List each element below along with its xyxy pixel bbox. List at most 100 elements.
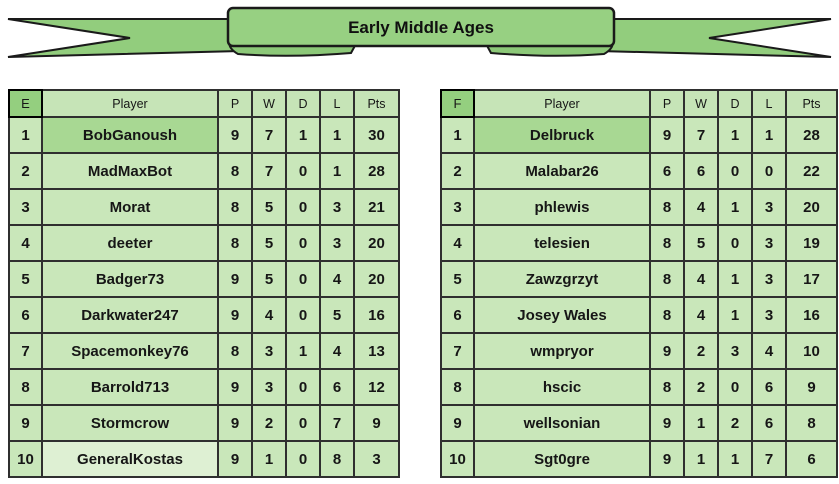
losses-cell: 4 [751, 332, 787, 370]
ribbon-center-panel [226, 6, 616, 48]
draws-cell: 1 [717, 440, 753, 478]
losses-cell: 0 [751, 152, 787, 190]
col-header-points: Pts [785, 89, 838, 118]
table-row: 7 Spacemonkey76 8 3 1 4 13 [8, 332, 400, 370]
points-cell: 10 [785, 332, 838, 370]
rank-cell: 6 [8, 296, 43, 334]
losses-cell: 6 [751, 404, 787, 442]
played-cell: 8 [649, 188, 685, 226]
losses-cell: 6 [751, 368, 787, 406]
table-row: 4 deeter 8 5 0 3 20 [8, 224, 400, 262]
draws-cell: 0 [285, 152, 321, 190]
col-header-draws: D [717, 89, 753, 118]
draws-cell: 0 [717, 152, 753, 190]
rank-cell: 3 [8, 188, 43, 226]
losses-cell: 3 [751, 224, 787, 262]
player-cell: phlewis [473, 188, 651, 226]
played-cell: 8 [649, 368, 685, 406]
group-label-f: F [440, 89, 475, 118]
player-cell: Barrold713 [41, 368, 219, 406]
played-cell: 6 [649, 152, 685, 190]
wins-cell: 2 [683, 332, 719, 370]
col-header-player: Player [473, 89, 651, 118]
draws-cell: 0 [285, 260, 321, 298]
losses-cell: 3 [751, 260, 787, 298]
played-cell: 9 [217, 260, 253, 298]
table-row: 2 MadMaxBot 8 7 0 1 28 [8, 152, 400, 190]
table-row: 6 Darkwater247 9 4 0 5 16 [8, 296, 400, 334]
points-cell: 8 [785, 404, 838, 442]
rank-cell: 7 [440, 332, 475, 370]
player-cell: deeter [41, 224, 219, 262]
points-cell: 12 [353, 368, 400, 406]
rank-cell: 10 [8, 440, 43, 478]
losses-cell: 8 [319, 440, 355, 478]
played-cell: 8 [217, 152, 253, 190]
played-cell: 8 [217, 188, 253, 226]
player-cell: Delbruck [473, 116, 651, 154]
draws-cell: 1 [717, 260, 753, 298]
table-row: 9 Stormcrow 9 2 0 7 9 [8, 404, 400, 442]
draws-cell: 1 [717, 188, 753, 226]
points-cell: 9 [353, 404, 400, 442]
table-row: 5 Badger73 9 5 0 4 20 [8, 260, 400, 298]
wins-cell: 4 [683, 188, 719, 226]
col-header-points: Pts [353, 89, 400, 118]
col-header-losses: L [319, 89, 355, 118]
rank-cell: 2 [8, 152, 43, 190]
rank-cell: 9 [440, 404, 475, 442]
played-cell: 9 [217, 440, 253, 478]
player-cell: Stormcrow [41, 404, 219, 442]
table-row: 8 Barrold713 9 3 0 6 12 [8, 368, 400, 406]
player-cell: Sgt0gre [473, 440, 651, 478]
table-row: 4 telesien 8 5 0 3 19 [440, 224, 838, 262]
wins-cell: 1 [251, 440, 287, 478]
draws-cell: 0 [285, 224, 321, 262]
draws-cell: 0 [285, 296, 321, 334]
draws-cell: 0 [285, 368, 321, 406]
wins-cell: 7 [251, 116, 287, 154]
header-row: F Player P W D L Pts [440, 89, 838, 118]
player-cell: Malabar26 [473, 152, 651, 190]
wins-cell: 1 [683, 404, 719, 442]
wins-cell: 5 [251, 224, 287, 262]
rank-cell: 7 [8, 332, 43, 370]
wins-cell: 4 [683, 296, 719, 334]
wins-cell: 4 [251, 296, 287, 334]
table-row: 10 GeneralKostas 9 1 0 8 3 [8, 440, 400, 478]
table-row: 1 Delbruck 9 7 1 1 28 [440, 116, 838, 154]
player-cell: wmpryor [473, 332, 651, 370]
rank-cell: 5 [440, 260, 475, 298]
losses-cell: 4 [319, 332, 355, 370]
losses-cell: 5 [319, 296, 355, 334]
wins-cell: 5 [251, 188, 287, 226]
wins-cell: 2 [683, 368, 719, 406]
played-cell: 9 [649, 440, 685, 478]
table-row: 8 hscic 8 2 0 6 9 [440, 368, 838, 406]
losses-cell: 7 [319, 404, 355, 442]
played-cell: 8 [649, 224, 685, 262]
draws-cell: 0 [285, 404, 321, 442]
played-cell: 8 [649, 296, 685, 334]
losses-cell: 4 [319, 260, 355, 298]
points-cell: 20 [353, 224, 400, 262]
wins-cell: 3 [251, 332, 287, 370]
losses-cell: 1 [751, 116, 787, 154]
draws-cell: 1 [285, 332, 321, 370]
rank-cell: 6 [440, 296, 475, 334]
losses-cell: 3 [751, 188, 787, 226]
points-cell: 20 [785, 188, 838, 226]
player-cell: hscic [473, 368, 651, 406]
wins-cell: 4 [683, 260, 719, 298]
table-row: 7 wmpryor 9 2 3 4 10 [440, 332, 838, 370]
rank-cell: 10 [440, 440, 475, 478]
rank-cell: 3 [440, 188, 475, 226]
draws-cell: 3 [717, 332, 753, 370]
player-cell: GeneralKostas [41, 440, 219, 478]
header-row: E Player P W D L Pts [8, 89, 400, 118]
league-table-e: E Player P W D L Pts 1 BobGanoush 9 7 1 1 30 2 M… [8, 89, 400, 478]
points-cell: 19 [785, 224, 838, 262]
banner-title: Early Middle Ages [348, 18, 494, 37]
table-row: 3 Morat 8 5 0 3 21 [8, 188, 400, 226]
losses-cell: 1 [319, 116, 355, 154]
